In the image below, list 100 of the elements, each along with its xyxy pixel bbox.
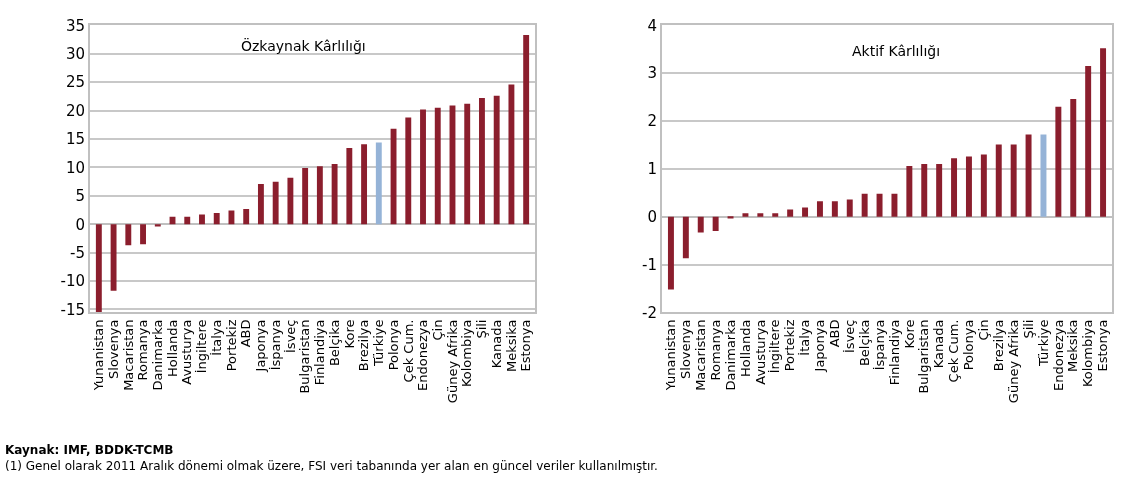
bar xyxy=(213,212,220,225)
bar xyxy=(493,95,500,225)
y-tick-label: -15 xyxy=(60,300,85,319)
bar xyxy=(802,207,809,217)
bar xyxy=(1070,99,1077,217)
bar xyxy=(1055,106,1062,217)
bar xyxy=(375,142,382,225)
text: Özkaynak Kârlılığı xyxy=(241,37,366,54)
x-tick-label: Şili xyxy=(474,319,490,339)
x-tick-label: Güney Afrika xyxy=(444,319,460,404)
bar xyxy=(272,181,279,225)
x-tick-label: Kanada xyxy=(488,319,504,369)
bar xyxy=(772,213,779,217)
x-tick-label: Portekiz xyxy=(223,319,239,372)
x-tick-label: Japonya xyxy=(253,319,269,373)
x-tick-label: Yunanistan xyxy=(663,319,679,392)
bar xyxy=(257,183,264,225)
y-tick-label: 20 xyxy=(65,101,85,120)
y-tick-label: 3 xyxy=(647,64,657,83)
x-tick-label: İtalya xyxy=(797,319,813,356)
bar xyxy=(140,224,146,245)
x-tick-label: İsveç xyxy=(841,319,857,353)
bar xyxy=(742,213,749,217)
bar xyxy=(243,208,250,225)
bar xyxy=(287,177,294,225)
x-tick-label: Meksika xyxy=(503,319,519,372)
x-tick-label: Çin xyxy=(976,319,992,341)
bar xyxy=(1010,144,1017,217)
bar xyxy=(727,216,734,219)
bar xyxy=(302,168,309,225)
x-tick-label: İsveç xyxy=(282,319,298,353)
bar xyxy=(965,156,972,217)
bar xyxy=(712,216,719,232)
y-tick-label: -1 xyxy=(642,255,657,274)
x-tick-label: ABD xyxy=(827,319,843,348)
bar xyxy=(331,164,338,225)
y-tick-label: 10 xyxy=(65,158,85,177)
x-tick-label: İspanya xyxy=(871,319,887,371)
x-tick-label: Türkiye xyxy=(1035,319,1051,368)
x-tick-label: Çek Cum. xyxy=(946,319,962,383)
bar xyxy=(464,103,471,225)
y-tick-label: 5 xyxy=(75,187,85,206)
y-tick-label: 1 xyxy=(647,160,657,179)
y-tick-label: -10 xyxy=(60,272,85,291)
x-tick-label: Romanya xyxy=(707,319,723,381)
x-tick-label: Endonezya xyxy=(415,319,431,391)
bar xyxy=(361,144,368,225)
x-tick-label: Çek Cum. xyxy=(400,319,416,383)
bar xyxy=(816,201,823,217)
x-tick-label: Türkiye xyxy=(371,319,387,368)
bar xyxy=(95,224,102,313)
bar xyxy=(523,35,530,225)
x-tick-label: İngiltere xyxy=(194,319,210,374)
bar xyxy=(420,109,426,225)
x-tick-label: Yunanistan xyxy=(91,319,107,392)
bar xyxy=(846,199,853,217)
x-tick-label: Macaristan xyxy=(120,319,136,391)
bar xyxy=(861,193,868,217)
y-tick-label: 15 xyxy=(65,130,85,149)
x-tick-label: Belçika xyxy=(856,319,872,367)
y-tick-label: 0 xyxy=(75,215,85,234)
bar xyxy=(995,144,1002,217)
x-tick-label: Brezilya xyxy=(990,319,1006,372)
x-tick-label: Endonezya xyxy=(1050,319,1066,391)
bar xyxy=(951,158,958,217)
bar xyxy=(682,216,689,259)
x-tick-label: Kanada xyxy=(931,319,947,369)
bar xyxy=(154,224,161,227)
y-tick-label: -2 xyxy=(642,303,657,322)
x-tick-label: Hollanda xyxy=(737,319,753,377)
x-tick-label: İngiltere xyxy=(767,319,783,374)
bar xyxy=(876,193,883,217)
x-tick-label: Slovenya xyxy=(678,319,694,379)
bar xyxy=(906,165,913,217)
bar xyxy=(316,166,323,225)
bar xyxy=(980,154,987,217)
x-tick-label: Şili xyxy=(1020,319,1036,339)
x-tick-label: Belçika xyxy=(326,319,342,367)
x-tick-label: Kolombiya xyxy=(1080,319,1096,388)
y-tick-label: -5 xyxy=(70,243,85,262)
x-tick-label: Kore xyxy=(341,319,357,349)
x-tick-label: Polonya xyxy=(385,319,401,371)
x-tick-label: Güney Afrika xyxy=(1005,319,1021,404)
x-tick-label: Bulgaristan xyxy=(916,319,932,394)
bar xyxy=(434,107,441,225)
x-tick-label: Kolombiya xyxy=(459,319,475,388)
bar xyxy=(787,209,794,217)
x-tick-label: Danimarka xyxy=(150,319,166,391)
x-tick-label: Finlandiya xyxy=(312,319,328,386)
x-tick-label: Slovenya xyxy=(105,319,121,379)
x-tick-label: İspanya xyxy=(267,319,283,371)
text: Kaynak: IMF, BDDK-TCMB xyxy=(5,443,174,457)
x-tick-label: Estonya xyxy=(518,319,534,372)
bar xyxy=(125,224,132,246)
bar xyxy=(1040,134,1047,217)
x-tick-label: Portekiz xyxy=(782,319,798,372)
x-tick-label: Estonya xyxy=(1095,319,1111,372)
x-tick-label: Brezilya xyxy=(356,319,372,372)
bar xyxy=(1025,134,1032,217)
bar xyxy=(1085,66,1092,217)
